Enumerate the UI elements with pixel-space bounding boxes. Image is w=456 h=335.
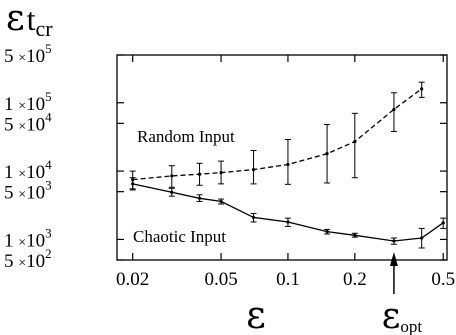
annotation-symbol: ε bbox=[382, 296, 401, 335]
x-tick-label: 0.1 bbox=[276, 269, 300, 290]
data-point bbox=[420, 236, 424, 240]
data-point bbox=[353, 233, 357, 237]
y-tick-times: × bbox=[18, 256, 26, 271]
y-tick-times: × bbox=[18, 235, 26, 250]
data-point bbox=[219, 199, 223, 204]
data-point bbox=[286, 220, 290, 224]
y-tick-times: × bbox=[18, 51, 26, 66]
data-point bbox=[197, 172, 202, 176]
y-tick-exponent: 5 bbox=[45, 41, 52, 56]
y-axis-label-symbol: ε bbox=[6, 0, 25, 39]
y-tick-label: 5 ×104 bbox=[4, 109, 52, 135]
y-tick-mantissa: 5 bbox=[4, 251, 18, 272]
data-point bbox=[251, 215, 256, 220]
y-tick-base: 10 bbox=[26, 46, 45, 67]
data-point bbox=[286, 162, 290, 167]
data-point bbox=[392, 239, 396, 243]
y-tick-exponent: 3 bbox=[45, 178, 52, 193]
epsilon-opt-annotation: εopt bbox=[382, 252, 423, 335]
y-tick-exponent: 2 bbox=[45, 246, 52, 261]
data-point bbox=[251, 168, 256, 172]
data-point bbox=[325, 230, 329, 234]
annotation-subscript: opt bbox=[400, 317, 422, 335]
x-ticks: 0.02 0.05 0.1 0.2 0.5 bbox=[116, 55, 455, 290]
y-axis-label-cr: cr bbox=[36, 16, 54, 41]
y-axis-label-t: t bbox=[27, 1, 36, 37]
y-tick-mantissa: 5 bbox=[4, 183, 18, 204]
y-tick-mantissa: 1 bbox=[4, 230, 18, 251]
series-line bbox=[132, 88, 423, 181]
data-point bbox=[420, 87, 424, 91]
y-tick-times: × bbox=[18, 99, 26, 114]
data-point bbox=[131, 182, 135, 186]
y-tick-mantissa: 1 bbox=[4, 94, 18, 115]
y-tick-exponent: 4 bbox=[45, 157, 52, 172]
y-tick-label: 5 ×103 bbox=[4, 178, 52, 204]
x-tick-label: 0.05 bbox=[204, 269, 237, 290]
y-tick-mantissa: 1 bbox=[4, 162, 18, 183]
x-tick-label: 0.02 bbox=[116, 269, 149, 290]
y-tick-label: 1 ×103 bbox=[4, 225, 52, 251]
y-tick-base: 10 bbox=[26, 114, 45, 135]
y-tick-label: 1 ×104 bbox=[4, 157, 52, 183]
data-point bbox=[197, 196, 202, 200]
data-point bbox=[219, 171, 223, 175]
y-tick-label: 5 ×105 bbox=[4, 41, 52, 67]
y-tick-base: 10 bbox=[26, 94, 45, 115]
y-tick-exponent: 3 bbox=[45, 225, 52, 240]
y-tick-exponent: 4 bbox=[45, 109, 52, 124]
annotation-arrow-head bbox=[389, 252, 398, 266]
x-tick-label: 0.5 bbox=[431, 269, 455, 290]
series-label-random: Random Input bbox=[137, 127, 235, 146]
y-tick-times: × bbox=[18, 167, 26, 182]
y-tick-label: 1 ×105 bbox=[4, 89, 52, 115]
y-tick-base: 10 bbox=[26, 230, 45, 251]
series-group bbox=[129, 81, 447, 249]
data-point bbox=[353, 140, 357, 144]
data-point bbox=[170, 174, 174, 178]
y-tick-exponent: 5 bbox=[45, 89, 52, 104]
y-tick-times: × bbox=[18, 188, 26, 203]
y-tick-base: 10 bbox=[26, 162, 45, 183]
x-axis-label: ε bbox=[246, 293, 266, 335]
series-label-chaotic: Chaotic Input bbox=[133, 227, 226, 246]
data-point bbox=[392, 107, 396, 111]
y-tick-label: 5 ×102 bbox=[4, 246, 52, 272]
y-tick-times: × bbox=[18, 119, 26, 134]
data-point bbox=[325, 152, 329, 156]
y-tick-base: 10 bbox=[26, 183, 45, 204]
data-point bbox=[170, 190, 174, 194]
y-tick-base: 10 bbox=[26, 251, 45, 272]
plot-frame bbox=[116, 54, 448, 261]
y-tick-mantissa: 5 bbox=[4, 114, 18, 135]
x-tick-label: 0.2 bbox=[343, 269, 367, 290]
annotation-label: εopt bbox=[382, 296, 423, 335]
y-tick-mantissa: 5 bbox=[4, 46, 18, 67]
y-axis-label: εtcr bbox=[6, 0, 53, 41]
data-point bbox=[441, 221, 445, 225]
